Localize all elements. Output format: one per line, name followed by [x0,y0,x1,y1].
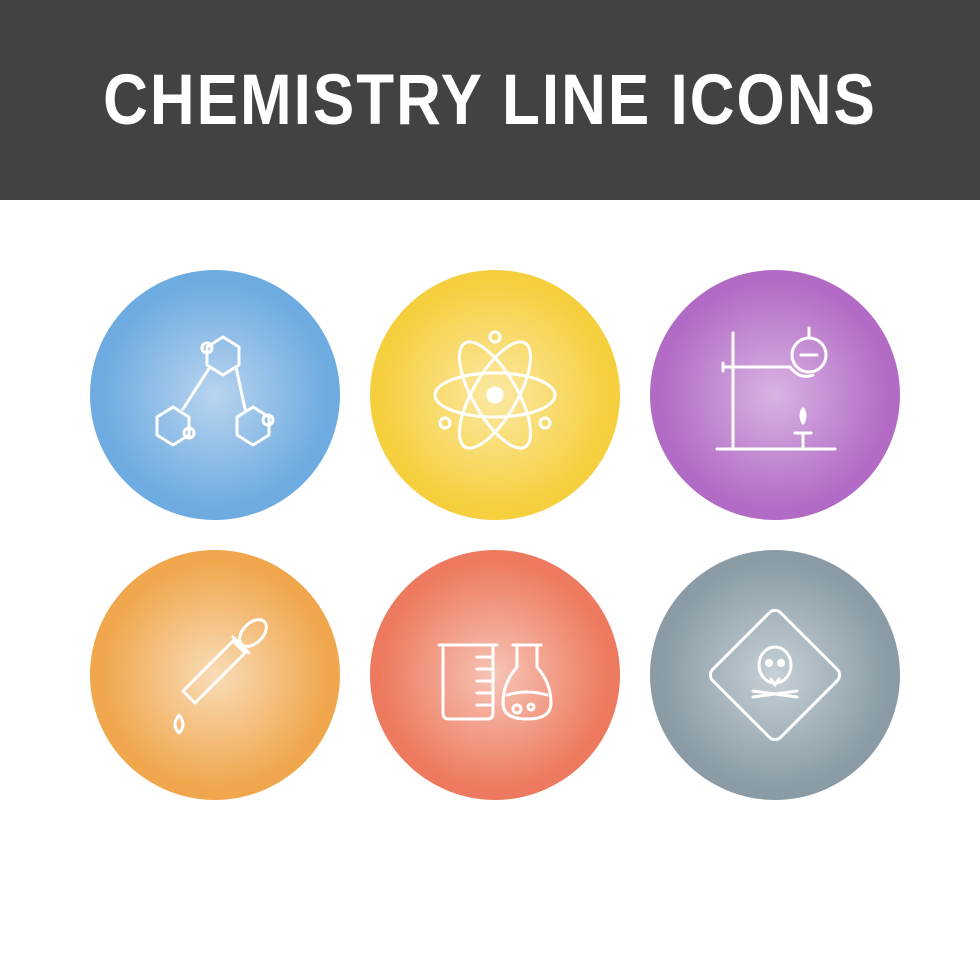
icon-circle-hazard [650,550,900,800]
icon-circle-dropper [90,550,340,800]
icon-circle-beaker-flask [370,550,620,800]
icon-circle-atom [370,270,620,520]
molecule-icon [135,315,295,475]
dropper-icon [135,595,295,755]
page-title: CHEMISTRY LINE ICONS [103,59,877,141]
atom-icon [415,315,575,475]
icon-grid [0,200,980,870]
header-bar: CHEMISTRY LINE ICONS [0,0,980,200]
hazard-icon [695,595,855,755]
icon-circle-lab-stand [650,270,900,520]
lab-stand-icon [695,315,855,475]
beaker-flask-icon [415,595,575,755]
icon-circle-molecule [90,270,340,520]
